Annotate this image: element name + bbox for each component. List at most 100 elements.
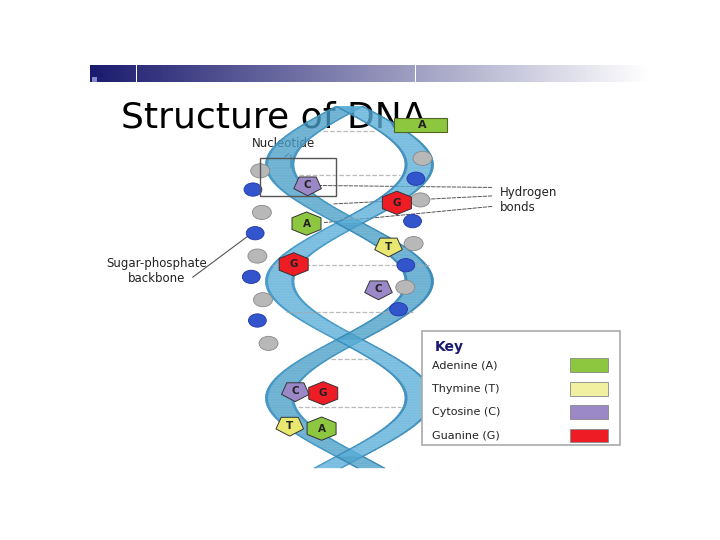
Polygon shape (424, 381, 427, 382)
Polygon shape (279, 257, 309, 258)
Polygon shape (394, 321, 397, 322)
Polygon shape (403, 158, 407, 159)
Polygon shape (305, 304, 308, 305)
Polygon shape (344, 334, 374, 335)
Polygon shape (308, 325, 312, 326)
Polygon shape (284, 426, 314, 427)
Polygon shape (327, 335, 331, 336)
Polygon shape (396, 263, 400, 264)
Polygon shape (401, 362, 405, 363)
Polygon shape (364, 108, 368, 109)
Polygon shape (365, 337, 369, 338)
Bar (192, 65, 194, 82)
Polygon shape (411, 136, 415, 137)
Polygon shape (380, 132, 410, 133)
Bar (144, 65, 145, 82)
Polygon shape (318, 314, 321, 315)
Bar (393, 65, 395, 82)
Polygon shape (387, 191, 390, 192)
Polygon shape (390, 188, 394, 189)
Polygon shape (269, 151, 272, 152)
Polygon shape (336, 455, 341, 456)
Polygon shape (297, 297, 301, 298)
Polygon shape (294, 200, 298, 201)
Polygon shape (346, 462, 377, 463)
Polygon shape (335, 208, 338, 210)
Polygon shape (431, 282, 433, 284)
Polygon shape (387, 371, 417, 372)
Bar (570, 359, 608, 372)
Polygon shape (369, 344, 374, 345)
Polygon shape (402, 155, 432, 156)
Polygon shape (271, 265, 301, 266)
Polygon shape (384, 427, 414, 428)
Polygon shape (366, 438, 370, 439)
Polygon shape (342, 460, 346, 461)
Polygon shape (400, 294, 403, 295)
Polygon shape (348, 347, 379, 348)
Polygon shape (276, 186, 306, 187)
Polygon shape (387, 191, 417, 192)
Bar (96, 65, 97, 82)
Bar (313, 65, 315, 82)
Polygon shape (291, 364, 294, 365)
Polygon shape (377, 432, 381, 433)
Polygon shape (294, 433, 298, 434)
Polygon shape (430, 158, 433, 159)
Polygon shape (285, 252, 315, 253)
Polygon shape (372, 361, 377, 362)
Polygon shape (419, 376, 423, 377)
Polygon shape (395, 417, 398, 418)
Polygon shape (350, 214, 380, 215)
Polygon shape (356, 327, 387, 328)
Polygon shape (331, 323, 335, 324)
Polygon shape (384, 193, 414, 194)
Polygon shape (292, 157, 296, 158)
Polygon shape (292, 282, 294, 284)
Bar (220, 65, 222, 82)
Polygon shape (431, 165, 433, 166)
Polygon shape (311, 210, 315, 211)
Bar (601, 65, 603, 82)
Polygon shape (403, 172, 406, 173)
Polygon shape (398, 180, 428, 181)
Polygon shape (332, 457, 336, 458)
Polygon shape (378, 131, 408, 132)
Polygon shape (356, 118, 361, 119)
Polygon shape (374, 238, 402, 257)
Polygon shape (335, 456, 366, 457)
Polygon shape (369, 359, 399, 360)
Polygon shape (370, 126, 374, 127)
Polygon shape (266, 392, 269, 393)
Polygon shape (265, 400, 294, 401)
Polygon shape (341, 453, 371, 454)
Polygon shape (278, 187, 282, 188)
Polygon shape (297, 150, 300, 151)
Polygon shape (392, 205, 397, 206)
Polygon shape (399, 150, 428, 151)
Polygon shape (402, 156, 406, 157)
Polygon shape (310, 137, 313, 138)
Polygon shape (299, 147, 302, 148)
Polygon shape (402, 271, 405, 272)
Polygon shape (286, 311, 316, 312)
Polygon shape (415, 306, 419, 307)
Bar (161, 65, 163, 82)
Polygon shape (293, 156, 297, 157)
Polygon shape (383, 194, 413, 195)
Polygon shape (428, 155, 432, 156)
Polygon shape (352, 329, 356, 330)
Polygon shape (423, 146, 426, 147)
Polygon shape (358, 210, 361, 211)
Polygon shape (283, 137, 287, 138)
Polygon shape (368, 110, 372, 111)
Polygon shape (389, 324, 393, 325)
Polygon shape (363, 355, 393, 356)
Polygon shape (411, 253, 415, 254)
Polygon shape (279, 256, 310, 257)
Polygon shape (355, 234, 359, 235)
Bar (90, 65, 92, 82)
Text: Adenine (A): Adenine (A) (432, 361, 498, 370)
Bar (194, 65, 196, 82)
Polygon shape (431, 167, 433, 168)
